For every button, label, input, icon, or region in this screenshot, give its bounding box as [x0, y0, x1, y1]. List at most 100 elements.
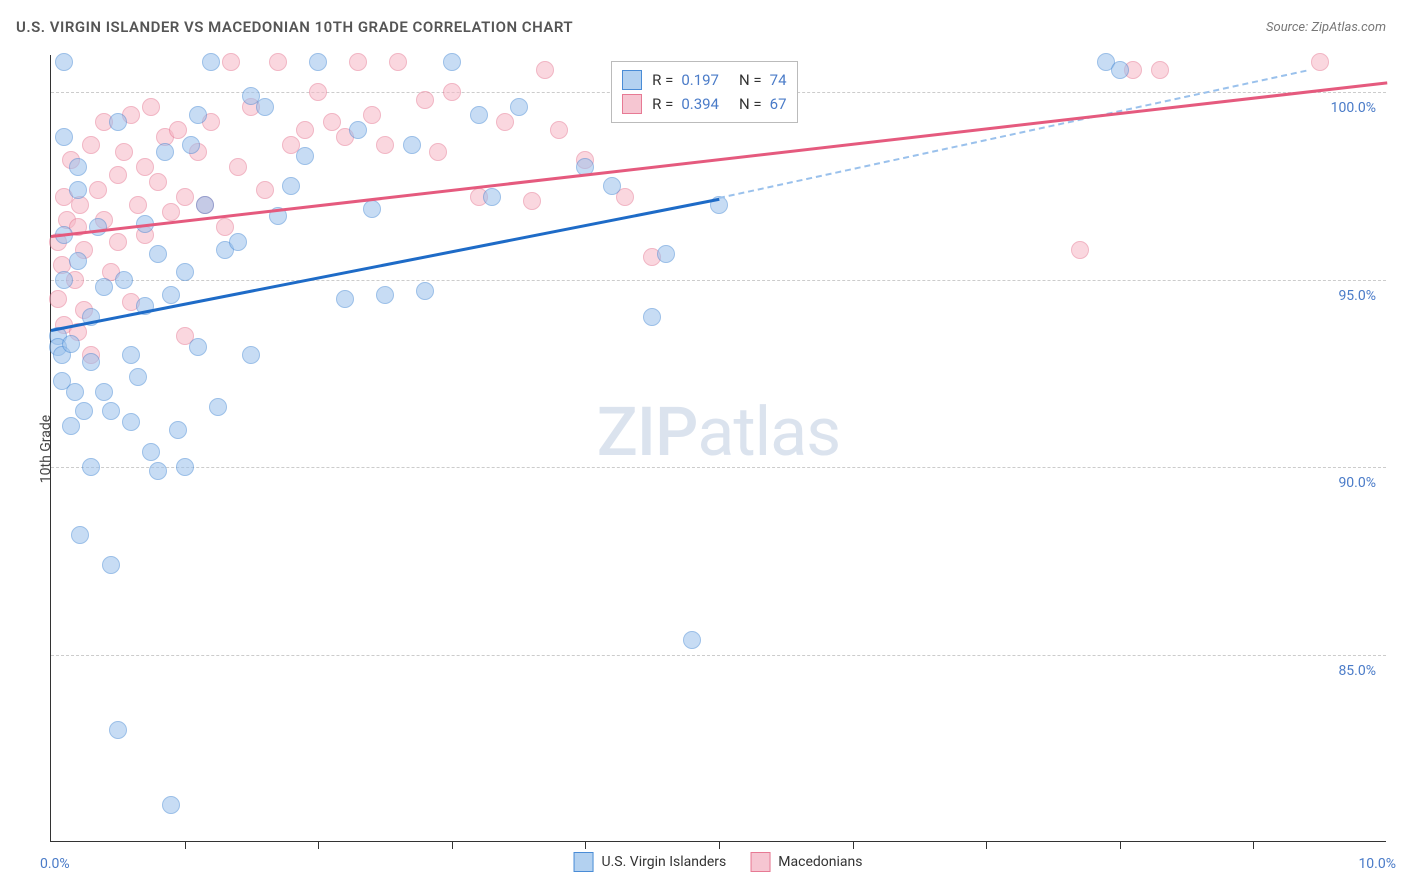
- data-point: [189, 106, 207, 124]
- data-point: [229, 158, 247, 176]
- legend-n-label: N =: [739, 68, 762, 92]
- data-point: [202, 53, 220, 71]
- x-max-label: 10.0%: [1358, 856, 1396, 872]
- data-point: [416, 91, 434, 109]
- legend-r-label: R =: [652, 92, 673, 116]
- data-point: [49, 290, 67, 308]
- data-point: [443, 83, 461, 101]
- x-tick: [318, 841, 319, 849]
- data-point: [89, 218, 107, 236]
- legend-item: Macedonians: [750, 852, 862, 872]
- legend-n-label: N =: [739, 92, 762, 116]
- legend-row: R = 0.197 N = 74: [622, 68, 786, 92]
- data-point: [176, 263, 194, 281]
- series-legend: U.S. Virgin Islanders Macedonians: [574, 852, 863, 872]
- data-point: [169, 421, 187, 439]
- legend-swatch: [574, 852, 594, 872]
- data-point: [149, 173, 167, 191]
- data-point: [483, 188, 501, 206]
- data-point: [156, 143, 174, 161]
- gridline: [51, 655, 1386, 656]
- data-point: [1311, 53, 1329, 71]
- legend-item: U.S. Virgin Islanders: [574, 852, 727, 872]
- data-point: [443, 53, 461, 71]
- data-point: [55, 53, 73, 71]
- data-point: [69, 252, 87, 270]
- data-point: [142, 443, 160, 461]
- y-tick-label: 100.0%: [1331, 100, 1376, 116]
- data-point: [71, 196, 89, 214]
- scatter-plot: ZIPatlas 85.0% 90.0% 95.0% 100.0%: [50, 55, 1386, 842]
- y-tick-label: 85.0%: [1338, 663, 1376, 679]
- data-point: [196, 196, 214, 214]
- data-point: [216, 218, 234, 236]
- legend-row: R = 0.394 N = 67: [622, 92, 786, 116]
- x-tick: [853, 841, 854, 849]
- legend-label: Macedonians: [778, 854, 862, 870]
- data-point: [363, 200, 381, 218]
- data-point: [1151, 61, 1169, 79]
- data-point: [510, 98, 528, 116]
- data-point: [222, 53, 240, 71]
- data-point: [242, 346, 260, 364]
- data-point: [122, 346, 140, 364]
- source-attribution: Source: ZipAtlas.com: [1266, 20, 1386, 35]
- data-point: [403, 136, 421, 154]
- data-point: [71, 526, 89, 544]
- data-point: [389, 53, 407, 71]
- x-min-label: 0.0%: [40, 856, 70, 872]
- data-point: [109, 233, 127, 251]
- data-point: [523, 192, 541, 210]
- watermark: ZIPatlas: [597, 392, 841, 472]
- data-point: [149, 462, 167, 480]
- y-tick-label: 95.0%: [1338, 288, 1376, 304]
- data-point: [89, 181, 107, 199]
- data-point: [62, 417, 80, 435]
- x-tick: [719, 841, 720, 849]
- data-point: [603, 177, 621, 195]
- x-tick: [1253, 841, 1254, 849]
- data-point: [323, 113, 341, 131]
- y-tick-label: 90.0%: [1338, 475, 1376, 491]
- x-tick: [986, 841, 987, 849]
- data-point: [416, 282, 434, 300]
- data-point: [82, 353, 100, 371]
- legend-r-value: 0.197: [681, 68, 719, 92]
- legend-n-value: 67: [770, 92, 787, 116]
- data-point: [55, 271, 73, 289]
- data-point: [376, 286, 394, 304]
- legend-n-value: 74: [770, 68, 787, 92]
- data-point: [55, 128, 73, 146]
- data-point: [109, 113, 127, 131]
- data-point: [82, 458, 100, 476]
- data-point: [129, 196, 147, 214]
- gridline: [51, 280, 1386, 281]
- data-point: [1071, 241, 1089, 259]
- data-point: [376, 136, 394, 154]
- legend-swatch: [622, 94, 642, 114]
- data-point: [550, 121, 568, 139]
- data-point: [189, 338, 207, 356]
- x-tick: [185, 841, 186, 849]
- x-tick: [1120, 841, 1121, 849]
- data-point: [169, 121, 187, 139]
- data-point: [643, 308, 661, 326]
- data-point: [349, 53, 367, 71]
- legend-label: U.S. Virgin Islanders: [602, 854, 727, 870]
- data-point: [309, 83, 327, 101]
- data-point: [95, 278, 113, 296]
- legend-r-label: R =: [652, 68, 673, 92]
- x-tick: [452, 841, 453, 849]
- legend-swatch: [750, 852, 770, 872]
- legend-r-value: 0.394: [681, 92, 719, 116]
- data-point: [363, 106, 381, 124]
- data-point: [102, 556, 120, 574]
- data-point: [256, 98, 274, 116]
- data-point: [69, 181, 87, 199]
- data-point: [296, 147, 314, 165]
- data-point: [176, 458, 194, 476]
- data-point: [62, 335, 80, 353]
- gridline: [51, 467, 1386, 468]
- data-point: [657, 245, 675, 263]
- data-point: [75, 402, 93, 420]
